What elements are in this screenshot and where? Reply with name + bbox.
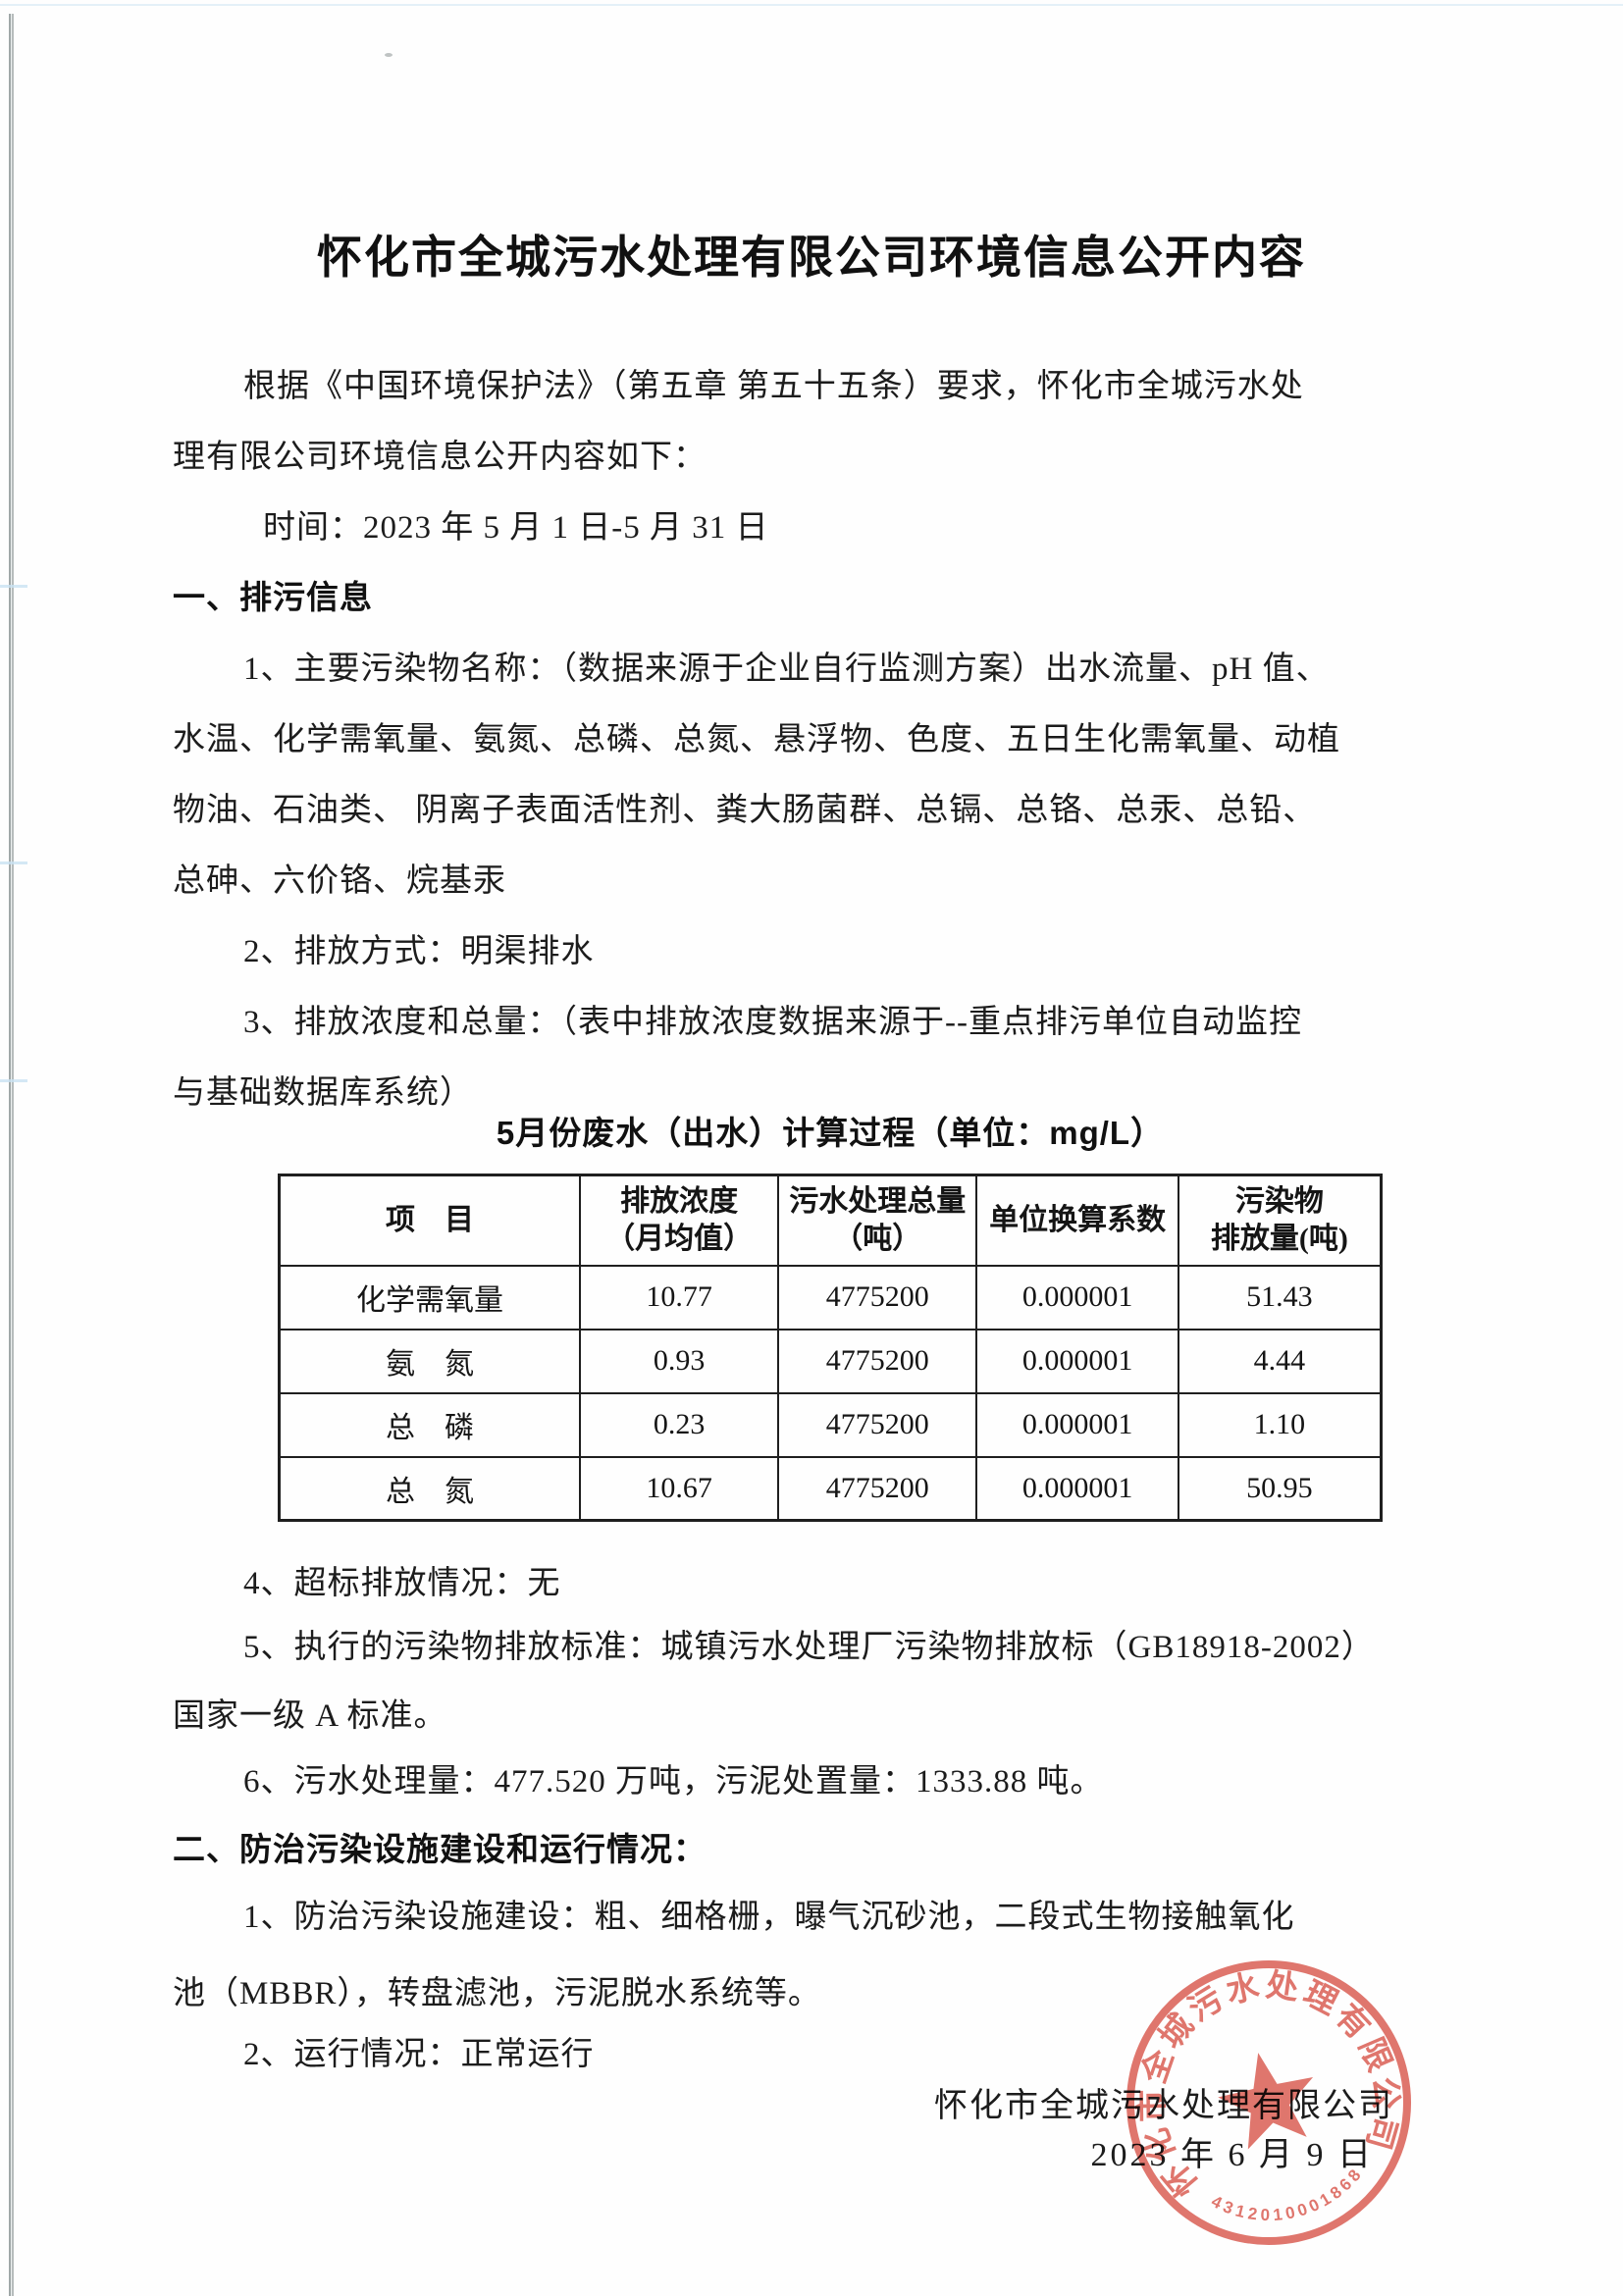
col-header-concentration: 排放浓度 （月均值） — [579, 1174, 780, 1267]
cell-value: 4775200 — [777, 1264, 978, 1331]
cell-value: 4775200 — [777, 1391, 978, 1458]
scan-blue-tick — [0, 585, 27, 588]
report-period: 时间：2023 年 5 月 1 日-5 月 31 日 — [263, 510, 769, 546]
intro-line-1: 根据《中国环境保护法》（第五章 第五十五条）要求，怀化市全城污水处 — [243, 369, 1304, 404]
seal-serial-number: 4312010001868 — [1205, 2161, 1373, 2238]
company-seal-stamp: 怀化市全城污水处理有限公司 4312010001868 — [1119, 1953, 1419, 2245]
scan-blue-tick — [0, 861, 27, 864]
cell-value: 0.93 — [579, 1328, 780, 1394]
cell-value: 10.67 — [579, 1455, 780, 1522]
pollutants-line-4: 总砷、六价铬、烷基汞 — [173, 863, 506, 899]
concentration-line-1: 3、排放浓度和总量：（表中排放浓度数据来源于--重点排污单位自动监控 — [243, 1005, 1302, 1040]
section-heading-discharge: 一、排污信息 — [173, 579, 373, 615]
scan-edge-line — [9, 14, 14, 2296]
scan-blue-tick — [0, 1079, 27, 1082]
cell-value: 51.43 — [1177, 1264, 1383, 1331]
cell-value: 4775200 — [777, 1328, 978, 1394]
discharge-method: 2、排放方式：明渠排水 — [243, 934, 595, 969]
signature-company: 怀化市全城污水处理有限公司 — [934, 2088, 1393, 2124]
col-header-total-treated: 污水处理总量 （吨） — [777, 1174, 978, 1267]
operation-status: 2、运行情况：正常运行 — [243, 2037, 595, 2072]
col-header-item: 项 目 — [278, 1174, 582, 1267]
section-heading-facilities: 二、防治污染设施建设和运行情况： — [173, 1831, 707, 1867]
scan-top-line — [0, 4, 1623, 6]
table-row: 总 磷 0.23 4775200 0.000001 1.10 — [278, 1391, 1383, 1458]
cell-value: 50.95 — [1177, 1455, 1383, 1522]
svg-text:4312010001868: 4312010001868 — [1205, 2161, 1373, 2238]
emissions-table: 项 目 排放浓度 （月均值） 污水处理总量 （吨） 单位换算系数 污染物 排放量… — [278, 1174, 1383, 1522]
col-header-emission: 污染物 排放量(吨) — [1177, 1174, 1383, 1267]
pollutants-line-3: 物油、石油类、 阴离子表面活性剂、粪大肠菌群、总镉、总铬、总汞、总铅、 — [173, 793, 1317, 828]
exceedance-status: 4、超标排放情况：无 — [243, 1566, 561, 1601]
cell-value: 0.23 — [579, 1391, 780, 1458]
scan-speck — [385, 53, 393, 57]
treatment-volume: 6、污水处理量：477.520 万吨，污泥处置量：1333.88 吨。 — [243, 1764, 1104, 1800]
table-row: 总 氮 10.67 4775200 0.000001 50.95 — [278, 1455, 1383, 1522]
pollutants-line-2: 水温、化学需氧量、氨氮、总磷、总氮、悬浮物、色度、五日生化需氧量、动植 — [173, 722, 1340, 757]
table-row: 氨 氮 0.93 4775200 0.000001 4.44 — [278, 1328, 1383, 1394]
facilities-line-1: 1、防治污染设施建设：粗、细格栅，曝气沉砂池，二段式生物接触氧化 — [243, 1900, 1295, 1935]
standard-line-2: 国家一级 A 标准。 — [173, 1698, 447, 1734]
cell-value: 1.10 — [1177, 1391, 1383, 1458]
cell-item: 化学需氧量 — [278, 1264, 582, 1331]
seal-ring — [1126, 1960, 1411, 2245]
col-header-factor: 单位换算系数 — [975, 1174, 1179, 1267]
table-row: 化学需氧量 10.77 4775200 0.000001 51.43 — [278, 1264, 1383, 1331]
cell-item: 总 磷 — [278, 1391, 582, 1458]
cell-value: 0.000001 — [975, 1455, 1179, 1522]
cell-value: 0.000001 — [975, 1391, 1179, 1458]
table-caption: 5月份废水（出水）计算过程（单位：mg/L） — [496, 1115, 1165, 1151]
intro-line-2: 理有限公司环境信息公开内容如下： — [173, 440, 707, 475]
pollutants-line-1: 1、主要污染物名称：（数据来源于企业自行监测方案）出水流量、pH 值、 — [243, 652, 1330, 687]
cell-item: 氨 氮 — [278, 1328, 582, 1394]
concentration-line-2: 与基础数据库系统） — [173, 1075, 473, 1111]
cell-value: 0.000001 — [975, 1328, 1179, 1394]
seal-star-icon — [1218, 2053, 1314, 2150]
cell-value: 4.44 — [1177, 1328, 1383, 1394]
table-header-row: 项 目 排放浓度 （月均值） 污水处理总量 （吨） 单位换算系数 污染物 排放量… — [278, 1174, 1383, 1267]
facilities-line-2: 池（MBBR），转盘滤池，污泥脱水系统等。 — [173, 1976, 821, 2011]
cell-item: 总 氮 — [278, 1455, 582, 1522]
cell-value: 4775200 — [777, 1455, 978, 1522]
standard-line-1: 5、执行的污染物排放标准：城镇污水处理厂污染物排放标（GB18918-2002） — [243, 1630, 1375, 1665]
cell-value: 10.77 — [579, 1264, 780, 1331]
document-title: 怀化市全城污水处理有限公司环境信息公开内容 — [317, 232, 1306, 283]
cell-value: 0.000001 — [975, 1264, 1179, 1331]
